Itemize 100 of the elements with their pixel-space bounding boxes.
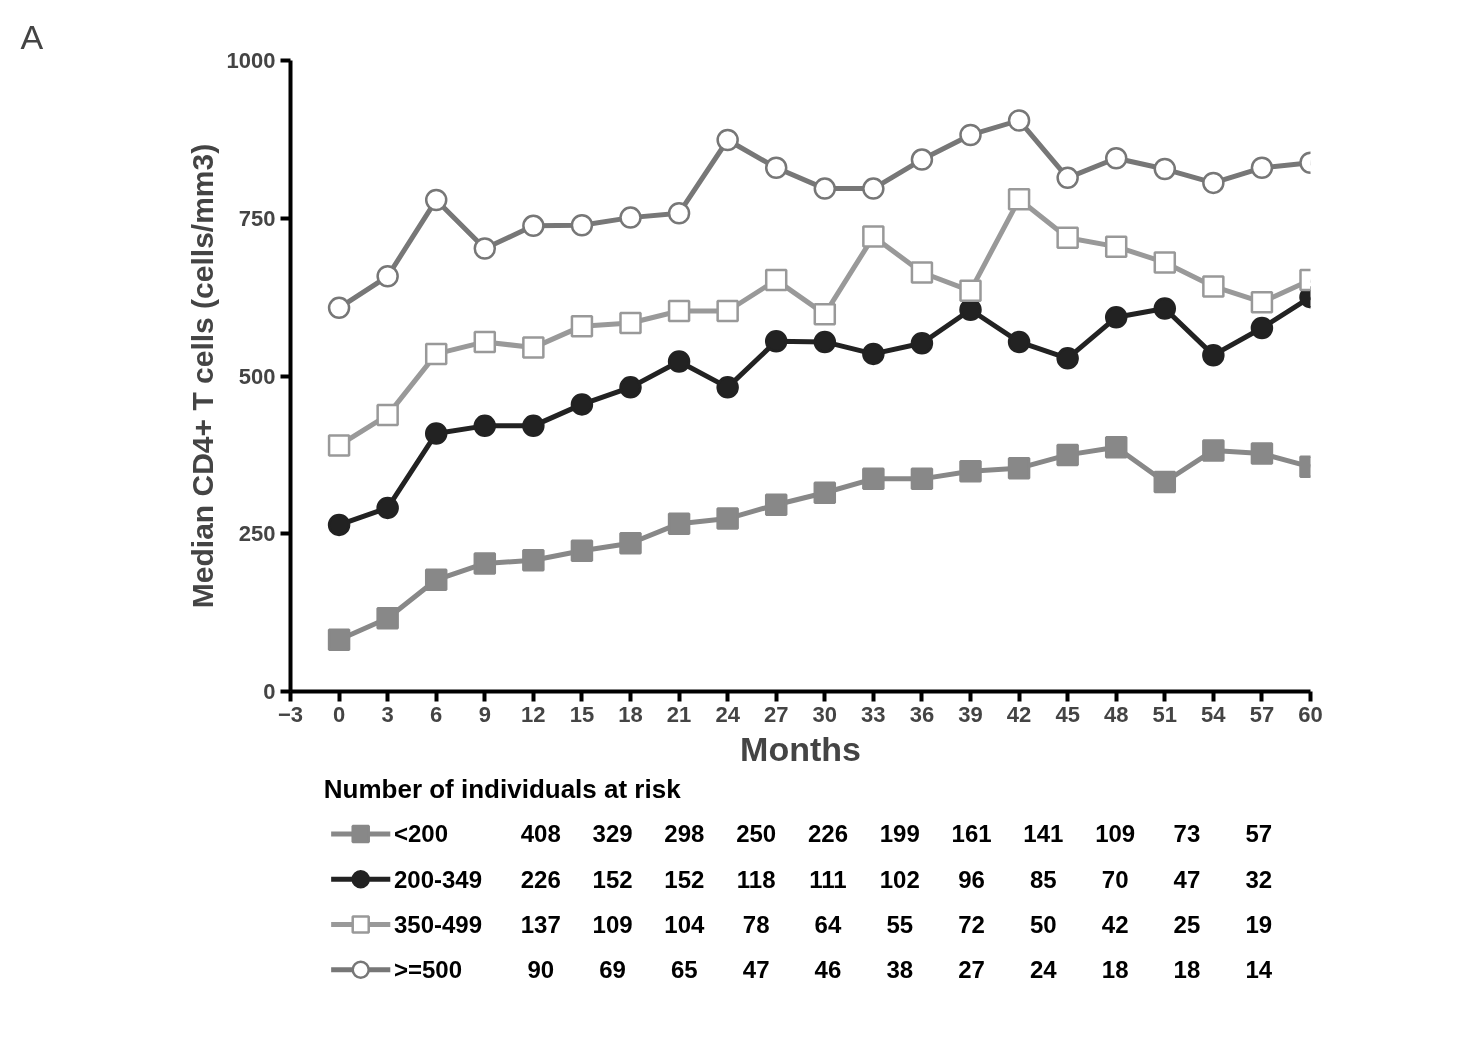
- point: [522, 549, 545, 572]
- point: [1104, 436, 1128, 459]
- x-tick-label: 12: [521, 701, 546, 727]
- point: [619, 376, 642, 399]
- text: 137 109 104 78 64 55 72 50 42 25 19: [520, 910, 1273, 938]
- x-tick-label: 39: [958, 701, 983, 727]
- point: [424, 422, 448, 445]
- text: 226 152 152 118 111 102 96 85 70 47 32: [520, 865, 1273, 893]
- x-tick-label: 21: [666, 701, 692, 727]
- chart-title: A: [20, 17, 44, 56]
- y-axis-title: Median CD4+ T cells (cells/mm3): [185, 143, 219, 609]
- point: [1250, 156, 1274, 179]
- point: [473, 414, 497, 438]
- point: [910, 261, 934, 284]
- point: [570, 539, 594, 563]
- legend-label: <200: [393, 820, 449, 848]
- point: [764, 268, 788, 292]
- point: [1056, 226, 1079, 250]
- point: [327, 296, 351, 320]
- point: [959, 279, 982, 303]
- x-tick-label: 30: [812, 701, 838, 727]
- x-tick-label: 9: [478, 701, 491, 727]
- x-tick-label: 27: [763, 701, 789, 727]
- point: [522, 214, 545, 238]
- point: [1202, 171, 1225, 195]
- point: [1153, 297, 1177, 320]
- point: [813, 177, 837, 200]
- point: [910, 148, 934, 171]
- point: [667, 350, 691, 373]
- point: [327, 434, 351, 457]
- point: [667, 201, 691, 225]
- x-tick-label: 24: [715, 701, 741, 727]
- point: [1007, 188, 1031, 211]
- point: [813, 330, 837, 354]
- point: [1153, 157, 1177, 181]
- x-tick-label: 45: [1055, 701, 1080, 727]
- x-tick-label: 15: [569, 701, 595, 727]
- point: [764, 493, 788, 516]
- y-tick-label: 1000: [226, 48, 276, 73]
- point: [716, 507, 739, 530]
- point: [619, 531, 642, 555]
- x-tick-label: 54: [1201, 701, 1227, 727]
- point: [327, 628, 351, 652]
- point: [619, 311, 642, 335]
- point: [716, 376, 739, 399]
- x-tick-label: 18: [618, 701, 643, 727]
- point: [813, 481, 837, 504]
- point: [522, 414, 545, 438]
- point: [910, 331, 934, 355]
- y-tick-label: 0: [263, 679, 276, 704]
- point: [473, 552, 497, 575]
- point: [910, 467, 934, 491]
- point: [376, 265, 399, 288]
- point: [959, 460, 982, 483]
- legend-label: 350-499: [393, 910, 483, 938]
- point: [376, 496, 399, 520]
- y-tick-label: 250: [238, 521, 276, 547]
- point: [667, 512, 691, 535]
- point: [619, 206, 642, 229]
- x-tick-label: 3: [381, 701, 394, 727]
- x-tick-label: 42: [1006, 701, 1032, 727]
- y-tick-label: 750: [238, 205, 276, 231]
- point: [1104, 306, 1128, 329]
- point: [1056, 347, 1079, 370]
- point: [1202, 343, 1225, 367]
- x-tick-label: 0: [332, 701, 346, 727]
- point: [424, 568, 448, 592]
- point: [1056, 166, 1079, 190]
- x-tick-label: 36: [909, 701, 935, 727]
- point: [862, 225, 885, 248]
- point: [1007, 109, 1031, 132]
- x-tick-label: 51: [1152, 701, 1178, 727]
- point: [1153, 251, 1177, 274]
- x-tick-label: 6: [430, 701, 443, 727]
- point: [376, 403, 399, 427]
- y-tick-label: 500: [238, 363, 276, 389]
- point: [424, 342, 448, 366]
- x-tick-label: 60: [1298, 701, 1323, 727]
- point: [1104, 235, 1128, 258]
- x-tick-label: 48: [1103, 701, 1129, 727]
- point: [1250, 290, 1274, 314]
- point: [764, 330, 788, 353]
- point: [473, 330, 497, 354]
- point: [376, 607, 399, 630]
- point: [764, 156, 788, 179]
- point: [959, 123, 982, 147]
- point: [1202, 439, 1225, 462]
- x-tick-label: 57: [1249, 701, 1275, 727]
- point: [813, 302, 837, 326]
- point: [473, 237, 497, 260]
- point: [862, 467, 885, 491]
- legend-label: 200-349: [393, 865, 483, 893]
- point: [716, 299, 739, 323]
- point: [862, 342, 885, 366]
- text: 408 329 298 250 226 199 161 141 109 73 57: [520, 820, 1273, 848]
- text: 90 69 65 47 46 38 27 24 18 18 14: [527, 956, 1273, 984]
- point: [1007, 330, 1031, 354]
- point: [1104, 147, 1128, 170]
- point: [570, 213, 594, 237]
- point: [1250, 316, 1274, 340]
